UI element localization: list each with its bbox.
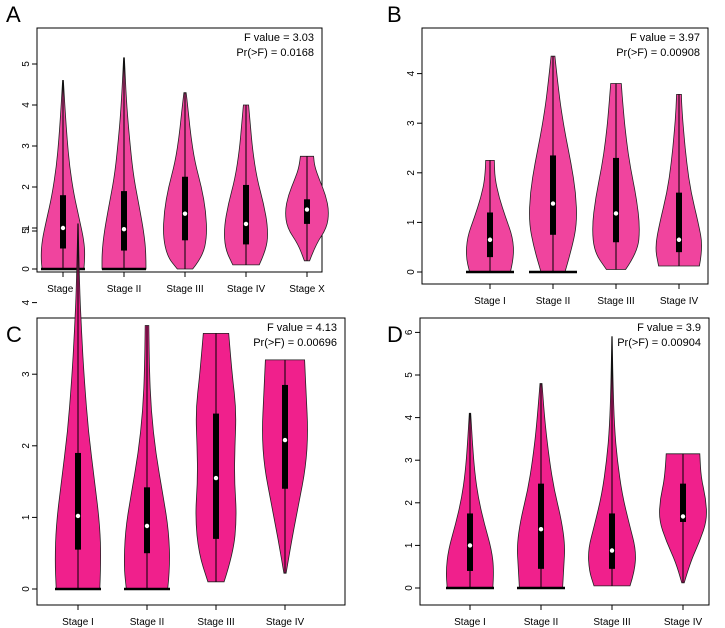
- violin-median-point: [538, 527, 544, 532]
- panel-a: A 0 1 2 3 4 5 F value = 3.03 Pr(>F) = 0.0168 Stag…: [6, 2, 329, 295]
- stat-text: Pr(>F) = 0.00908: [616, 47, 700, 59]
- stat-text: F value = 3.9: [637, 322, 701, 334]
- x-tick-label: Stage II: [536, 296, 570, 307]
- x-tick-label: Stage I: [474, 296, 506, 307]
- stat-text: F value = 3.03: [244, 32, 314, 44]
- violin-median-point: [213, 475, 219, 481]
- x-tick-label: Stage I: [47, 284, 79, 295]
- violin-iqr-box: [60, 195, 66, 249]
- violin-iqr-box: [609, 513, 615, 569]
- stat-text: F value = 4.13: [267, 322, 337, 334]
- violin-median-point: [121, 227, 127, 232]
- violin-iqr-box: [121, 191, 127, 251]
- violin-median-point: [467, 543, 473, 548]
- x-tick-label: Stage III: [197, 617, 234, 628]
- y-tick-label: 1: [404, 542, 415, 548]
- y-tick-label: 1: [21, 225, 32, 231]
- stat-text: F value = 3.97: [630, 32, 700, 44]
- violin-median-point: [487, 237, 493, 242]
- panel-letter: D: [387, 322, 403, 347]
- y-tick-label: 0: [406, 269, 417, 275]
- panel-letter: B: [387, 2, 402, 27]
- plot-frame: [36, 27, 323, 273]
- y-tick-label: 5: [21, 228, 32, 234]
- y-tick-label: 4: [21, 299, 32, 305]
- violin-median-point: [243, 221, 249, 227]
- plot-frame: [421, 27, 709, 285]
- violin-iqr-box: [182, 176, 188, 241]
- x-tick-label: Stage I: [62, 617, 94, 628]
- y-tick-label: 4: [406, 70, 417, 76]
- stat-text: Pr(>F) = 0.00904: [617, 337, 701, 349]
- x-tick-label: Stage IV: [266, 617, 305, 628]
- x-tick-label: Stage II: [130, 617, 164, 628]
- violin-iqr-box: [550, 155, 556, 235]
- plot-frame: [36, 317, 346, 606]
- violin-median-point: [613, 211, 619, 216]
- panel-letter: A: [6, 2, 21, 27]
- y-tick-label: 3: [406, 120, 417, 126]
- y-tick-label: 0: [21, 266, 32, 272]
- x-tick-label: Stage III: [597, 296, 634, 307]
- violin-median-point: [75, 513, 81, 519]
- violin-iqr-box: [75, 452, 81, 550]
- y-tick-label: 5: [404, 372, 415, 378]
- y-tick-label: 2: [21, 443, 32, 449]
- violin-iqr-box: [680, 483, 686, 522]
- y-tick-label: 5: [21, 61, 32, 67]
- y-tick-label: 3: [21, 143, 32, 149]
- y-tick-label: 3: [404, 457, 415, 463]
- panel-d: D 0 1 2 3 4 5 6 F value = 3.9 Pr(>F) = 0.00904 Sta…: [387, 317, 710, 628]
- y-tick-label: 6: [404, 329, 415, 335]
- y-tick-label: 2: [406, 170, 417, 176]
- y-tick-label: 4: [21, 102, 32, 108]
- y-tick-label: 1: [21, 514, 32, 520]
- y-tick-label: 1: [406, 219, 417, 225]
- violin-iqr-box: [243, 184, 249, 245]
- y-tick-label: 0: [21, 586, 32, 592]
- x-tick-label: Stage IV: [227, 284, 266, 295]
- violin-median-point: [144, 523, 150, 529]
- y-tick-label: 2: [21, 184, 32, 190]
- violin-iqr-box: [282, 384, 288, 489]
- panel-b: B 0 1 2 3 4 F value = 3.97 Pr(>F) = 0.00908 Stag…: [387, 2, 709, 307]
- violin-median-point: [282, 437, 288, 443]
- x-tick-label: Stage IV: [660, 296, 699, 307]
- violin-iqr-box: [467, 513, 473, 571]
- stat-text: Pr(>F) = 0.0168: [236, 47, 314, 59]
- x-tick-label: Stage II: [107, 284, 141, 295]
- violin-median-point: [680, 514, 686, 519]
- y-tick-label: 0: [404, 585, 415, 591]
- x-tick-label: Stage X: [289, 284, 325, 295]
- y-tick-label: 4: [404, 414, 415, 420]
- violin-iqr-box: [487, 212, 493, 258]
- x-tick-label: Stage III: [593, 617, 630, 628]
- violin-median-point: [550, 201, 556, 206]
- panel-letter: C: [6, 322, 22, 347]
- y-tick-label: 2: [404, 500, 415, 506]
- violin-iqr-box: [538, 483, 544, 569]
- violin-iqr-box: [613, 157, 619, 243]
- violin-iqr-box: [144, 487, 150, 554]
- violin-median-point: [182, 211, 188, 216]
- plot-frame: [419, 317, 710, 606]
- y-tick-label: 3: [21, 371, 32, 377]
- x-tick-label: Stage I: [454, 617, 486, 628]
- violin-iqr-box: [676, 192, 682, 253]
- violin-median-point: [676, 237, 682, 242]
- stat-text: Pr(>F) = 0.00696: [253, 337, 337, 349]
- x-tick-label: Stage II: [524, 617, 558, 628]
- x-tick-label: Stage IV: [664, 617, 703, 628]
- x-tick-label: Stage III: [166, 284, 203, 295]
- violin-median-point: [60, 225, 66, 231]
- violin-median-point: [304, 207, 310, 212]
- violin-median-point: [609, 548, 615, 553]
- panel-c: C 0 1 2 3 4 5 F value = 4.13 Pr(>F) = 0.00696 Sta…: [6, 223, 346, 628]
